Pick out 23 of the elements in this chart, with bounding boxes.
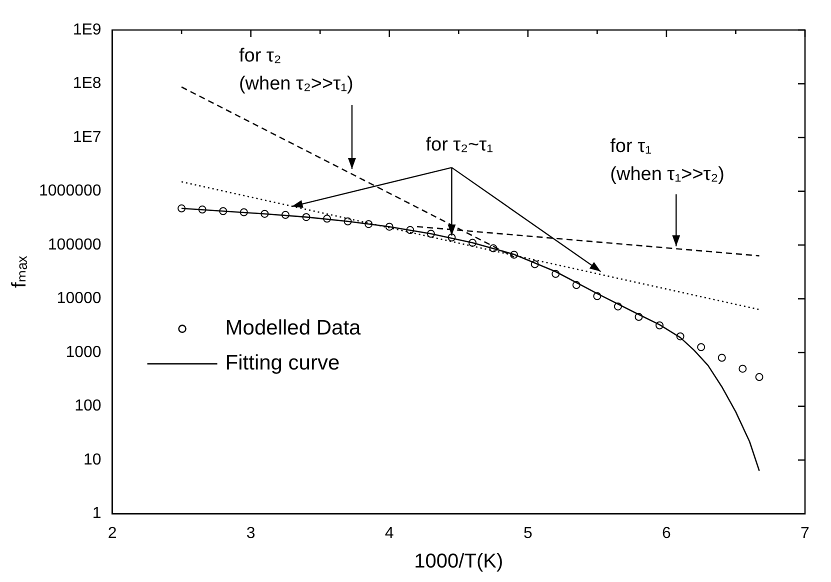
y-tick-label: 100 (74, 398, 102, 415)
annotation: for τ₁ (when τ₁>>τ₂) (610, 136, 724, 185)
y-tick-label: 1000 (66, 344, 102, 361)
y-tick-label: 100000 (48, 236, 102, 254)
y-axis-title: fₘₐₓ (8, 255, 31, 288)
legend-label: Modelled Data (225, 316, 362, 340)
y-tick-label: 1 (92, 505, 102, 522)
y-tick-label: 1000000 (38, 182, 102, 200)
x-tick-label: 3 (246, 524, 256, 542)
y-tick-label: 1E8 (72, 75, 102, 92)
legend-label: Fitting curve (225, 352, 340, 375)
x-tick-label: 6 (662, 524, 672, 542)
y-tick-label: 1E7 (72, 128, 102, 146)
y-tick-label: 10000 (56, 290, 102, 308)
x-axis-title: 1000/T(K) (414, 550, 504, 573)
x-tick-label: 5 (523, 524, 532, 542)
x-tick-label: 7 (800, 524, 810, 542)
x-tick-label: 2 (108, 524, 117, 542)
annotation: for τ₂~τ₁ (426, 134, 494, 156)
y-tick-label: 1E9 (72, 21, 102, 38)
y-tick-label: 10 (83, 451, 102, 468)
annotation: for τ₂ (when τ₂>>τ₁) (238, 46, 354, 95)
x-tick-label: 4 (384, 524, 394, 542)
